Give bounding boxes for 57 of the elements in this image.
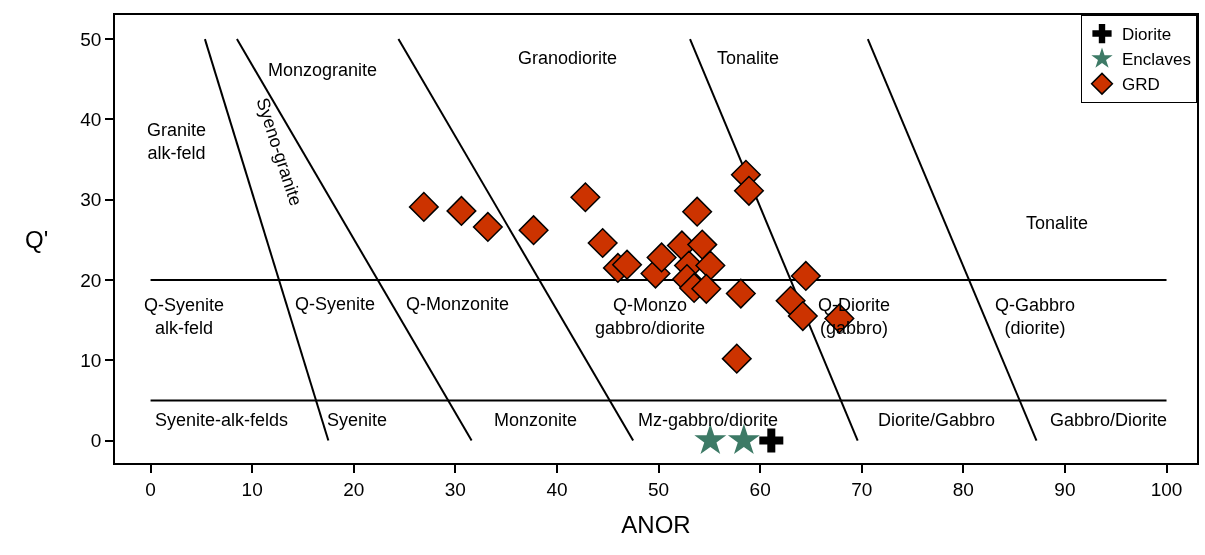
annotation: Granite alk-feld	[147, 120, 207, 164]
annotation: Q-Syenite alk-feld	[144, 295, 225, 339]
x-tick-label: 0	[145, 478, 156, 500]
point	[472, 211, 503, 243]
point	[725, 278, 756, 309]
y-tick-label: 0	[90, 430, 102, 452]
y-tick-label: 50	[80, 28, 102, 50]
point	[775, 285, 806, 316]
point	[790, 260, 821, 291]
annotation: Tonalite	[717, 48, 780, 68]
x-tick-label: 60	[749, 478, 771, 500]
point	[733, 175, 765, 206]
point	[695, 250, 726, 281]
y-tick-label: 20	[80, 269, 102, 291]
point	[612, 249, 643, 280]
annotation: Q-Syenite	[295, 294, 376, 314]
x-tick-label: 30	[444, 478, 466, 500]
annotation: Diorite/Gabbro	[878, 410, 996, 430]
annotation: Syenite-alk-felds	[155, 410, 289, 430]
annotation: Q-Monzonite	[406, 294, 510, 314]
point	[646, 242, 677, 273]
point	[787, 301, 818, 332]
x-tick-label: 80	[952, 478, 974, 500]
annotation: Monzogranite	[268, 60, 378, 80]
x-tick-label: 20	[343, 478, 365, 500]
annotation: Q-Monzo gabbro/diorite	[595, 295, 706, 339]
annotation: Monzonite	[494, 410, 578, 430]
annotation: Mz-gabbro/diorite	[638, 410, 779, 430]
y-axis-title: Q'	[25, 226, 49, 253]
x-tick-label: 10	[241, 478, 263, 500]
legend-label: GRD	[1122, 75, 1160, 95]
annotation: Granodiorite	[518, 48, 618, 68]
y-tick-label: 40	[80, 109, 102, 131]
y-tick-label: 10	[80, 349, 102, 371]
point	[687, 229, 718, 260]
point	[682, 196, 713, 227]
point	[587, 227, 618, 259]
x-tick-label: 50	[647, 478, 670, 500]
point	[759, 428, 784, 453]
x-tick-label: 40	[546, 478, 568, 500]
legend-label: Diorite	[1122, 25, 1172, 45]
x-tick-label: 90	[1054, 478, 1076, 500]
annotation: Syenite	[327, 410, 388, 430]
point	[408, 191, 439, 222]
annotation: Q-Gabbro (diorite)	[995, 295, 1076, 339]
point	[691, 273, 722, 304]
annotation: Gabbro/Diorite	[1050, 410, 1168, 430]
legend-label: Enclaves	[1122, 50, 1191, 70]
y-tick-label: 30	[80, 189, 102, 211]
x-tick-label: 100	[1150, 478, 1183, 500]
x-tick-label: 70	[851, 478, 873, 500]
point	[446, 195, 477, 226]
x-axis-title: ANOR	[621, 511, 691, 539]
annotation: Tonalite	[1026, 213, 1089, 233]
point	[721, 343, 752, 374]
point	[570, 182, 601, 213]
point	[518, 215, 549, 246]
